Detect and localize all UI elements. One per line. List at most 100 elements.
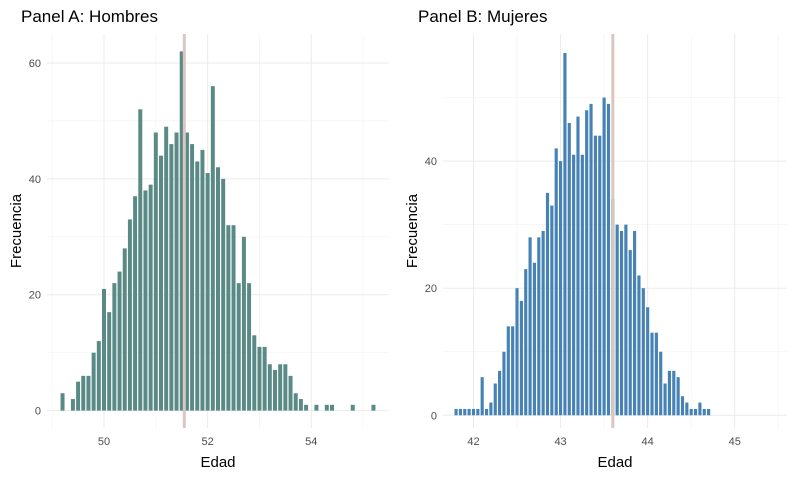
histogram-bar <box>489 402 493 416</box>
panel-a: 50 52 54 0 20 40 60 Panel A: Hombres Edad Frecuen… <box>8 7 389 471</box>
histogram-bar <box>91 352 96 411</box>
x-tick-label: 50 <box>98 436 110 448</box>
histogram-bar <box>298 399 303 411</box>
histogram-bar <box>498 370 502 416</box>
histogram-bar <box>672 370 676 416</box>
histogram-bar <box>558 161 563 416</box>
histogram-bar <box>680 396 685 416</box>
y-tick-label: 40 <box>29 174 41 186</box>
x-tick-label: 43 <box>554 436 566 448</box>
histogram-bar <box>252 335 257 411</box>
histogram-bar <box>554 148 558 416</box>
histogram-bar <box>200 149 205 411</box>
histogram-bar <box>563 53 567 416</box>
histogram-bar <box>502 351 506 416</box>
histogram-bar <box>122 248 127 411</box>
histogram-bar <box>138 109 143 411</box>
histogram-bar <box>541 231 545 416</box>
histogram-bar <box>293 393 298 411</box>
x-axis-label: Edad <box>200 454 235 471</box>
histogram-bar <box>702 408 706 416</box>
histogram-bar <box>641 288 645 416</box>
histogram-bar <box>624 224 628 416</box>
histogram-bar <box>619 231 624 416</box>
y-tick-label: 0 <box>35 406 41 418</box>
histogram-bar <box>532 262 537 416</box>
histogram-bar <box>330 404 334 411</box>
histogram-bar <box>463 408 467 416</box>
x-tick-label: 52 <box>202 436 214 448</box>
y-axis-label: Frecuencia <box>404 193 421 268</box>
histogram-bar <box>663 383 667 416</box>
histogram-bar <box>288 375 293 411</box>
histogram-bar <box>511 326 515 416</box>
y-tick-label: 40 <box>425 156 437 168</box>
histogram-bar <box>216 167 220 411</box>
histogram-bar <box>324 404 329 411</box>
y-tick-label: 60 <box>29 58 41 70</box>
histogram-bar <box>164 126 169 411</box>
histogram-bar <box>143 190 148 411</box>
histogram-bar <box>60 393 65 411</box>
histogram-bar <box>221 178 226 411</box>
x-tick-label: 42 <box>467 436 479 448</box>
histogram-bar <box>484 408 489 416</box>
histogram-bar <box>195 161 200 411</box>
histogram-bar <box>117 271 122 411</box>
histogram-bar <box>646 307 650 416</box>
histogram-bar <box>267 364 272 411</box>
histogram-bar <box>650 332 654 416</box>
histogram-bar <box>676 377 680 416</box>
histogram-bar <box>602 97 606 416</box>
histogram-bar <box>593 135 597 416</box>
histogram-bar <box>471 408 476 416</box>
x-tick-label: 44 <box>642 436 654 448</box>
histogram-bar <box>210 86 215 411</box>
histogram-bar <box>545 192 550 416</box>
histogram-bar <box>350 404 355 411</box>
histogram-bar <box>685 402 689 416</box>
histogram-bar <box>112 283 117 411</box>
histogram-bar <box>273 370 277 411</box>
histogram-bar <box>133 196 138 411</box>
histogram-bar <box>304 404 309 411</box>
histogram-bar <box>598 135 602 416</box>
histogram-bar <box>283 364 288 411</box>
histogram-bar <box>654 332 658 416</box>
histogram-bar <box>231 225 236 411</box>
y-axis-label: Frecuencia <box>8 193 25 268</box>
histogram-bar <box>247 283 252 411</box>
histogram-bar <box>524 269 528 416</box>
histogram-bar <box>515 288 519 416</box>
histogram-bar <box>262 346 267 411</box>
histogram-bar <box>159 155 163 411</box>
histogram-bar <box>278 364 283 411</box>
y-tick-label: 20 <box>29 290 41 302</box>
histogram-bar <box>169 144 174 411</box>
histogram-bar <box>96 341 101 411</box>
histogram-bar <box>127 219 132 411</box>
histogram-bar <box>493 383 497 416</box>
histogram-bar <box>476 408 480 416</box>
histogram-bar <box>628 250 632 416</box>
histogram-bar <box>480 377 484 416</box>
histogram-bar <box>528 237 532 416</box>
histogram-bar <box>226 225 231 411</box>
panel-b: 42 43 44 45 0 20 40 Panel B: Mujeres Edad Frecuen… <box>404 7 787 471</box>
histogram-bar <box>633 231 637 416</box>
histogram-bar <box>190 144 195 411</box>
histogram-bar <box>107 312 112 411</box>
histogram-bar <box>454 408 458 416</box>
y-tick-label: 0 <box>431 410 437 422</box>
histogram-bar <box>550 205 554 416</box>
histogram-bar <box>257 346 262 411</box>
histogram-bar <box>589 103 593 416</box>
histogram-bar <box>467 408 471 416</box>
histogram-bar <box>667 370 671 416</box>
histogram-bar <box>567 122 571 416</box>
histogram-bar <box>537 237 541 416</box>
histogram-bar <box>86 375 91 411</box>
histogram-bar <box>174 132 179 411</box>
histogram-bar <box>153 132 158 411</box>
